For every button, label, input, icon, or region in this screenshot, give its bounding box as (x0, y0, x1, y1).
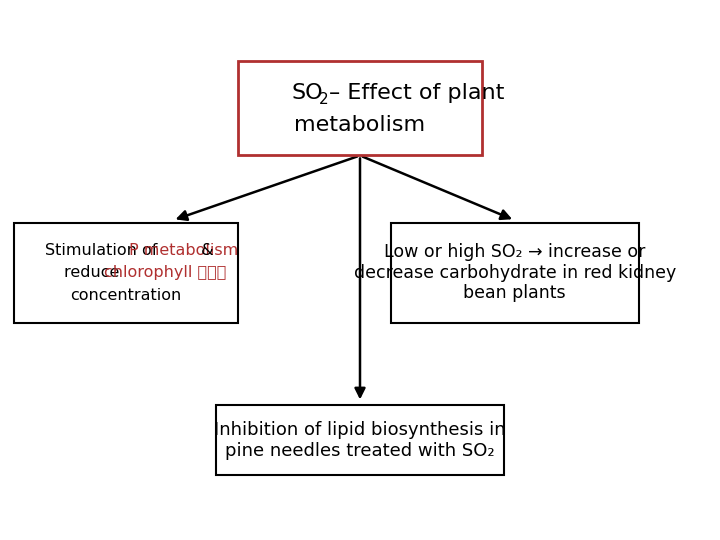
Text: P metabolism: P metabolism (129, 242, 238, 258)
Text: chlorophyll 엽록소: chlorophyll 엽록소 (104, 265, 226, 280)
Text: SO: SO (292, 83, 323, 103)
FancyBboxPatch shape (216, 405, 504, 475)
Text: 2: 2 (319, 92, 328, 107)
FancyBboxPatch shape (238, 60, 482, 156)
Text: – Effect of plant: – Effect of plant (329, 83, 505, 103)
Text: metabolism: metabolism (294, 115, 426, 136)
Text: Low or high SO₂ → increase or
decrease carbohydrate in red kidney
bean plants: Low or high SO₂ → increase or decrease c… (354, 243, 676, 302)
Text: Inhibition of lipid biosynthesis in
pine needles treated with SO₂: Inhibition of lipid biosynthesis in pine… (214, 421, 506, 460)
Text: concentration: concentration (71, 288, 181, 303)
FancyBboxPatch shape (390, 223, 639, 322)
Text: &: & (196, 242, 214, 258)
FancyBboxPatch shape (14, 223, 238, 322)
Text: Stimulation of: Stimulation of (45, 242, 162, 258)
Text: reduce: reduce (64, 265, 125, 280)
